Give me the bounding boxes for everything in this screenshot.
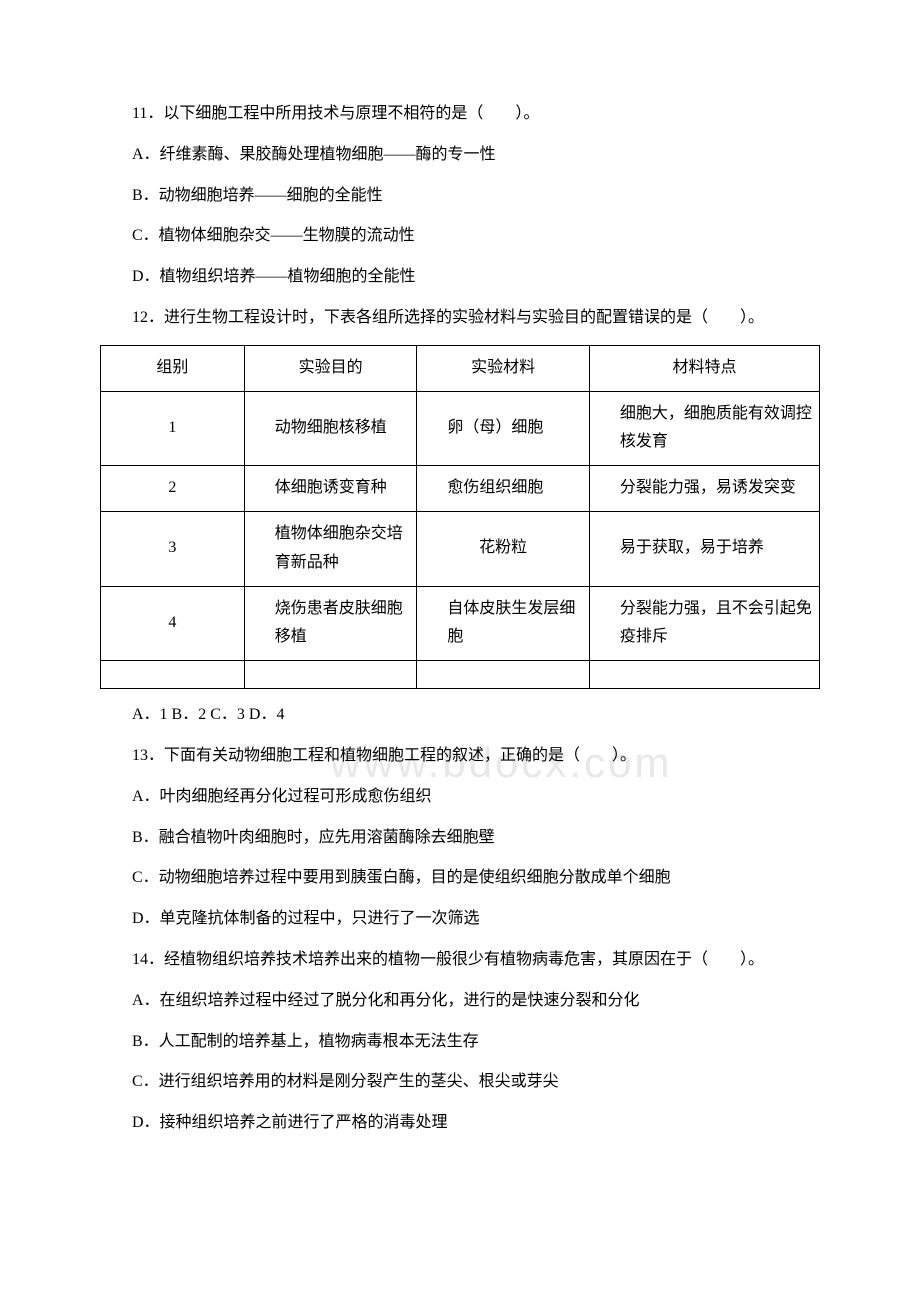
table-header-4: 材料特点 <box>589 345 819 391</box>
q11-stem: 11．以下细胞工程中所用技术与原理不相符的是（ ）。 <box>100 100 820 129</box>
table-row: 3 植物体细胞杂交培育新品种 花粉粒 易于获取，易于培养 <box>101 511 820 586</box>
q11-option-b: B．动物细胞培养——细胞的全能性 <box>100 182 820 211</box>
table-row: 1 动物细胞核移植 卵（母）细胞 细胞大，细胞质能有效调控核发育 <box>101 391 820 466</box>
q13-stem: 13．下面有关动物细胞工程和植物细胞工程的叙述，正确的是（ ）。 <box>100 742 820 771</box>
table-header-row: 组别 实验目的 实验材料 材料特点 <box>101 345 820 391</box>
q14-stem: 14．经植物组织培养技术培养出来的植物一般很少有植物病毒危害，其原因在于（ ）。 <box>100 946 820 975</box>
table-cell: 细胞大，细胞质能有效调控核发育 <box>589 391 819 466</box>
table-cell: 花粉粒 <box>417 511 590 586</box>
q14-option-a: A．在组织培养过程中经过了脱分化和再分化，进行的是快速分裂和分化 <box>100 987 820 1016</box>
table-header-2: 实验目的 <box>244 345 417 391</box>
table-cell: 3 <box>101 511 245 586</box>
q13-option-a: A．叶肉细胞经再分化过程可形成愈伤组织 <box>100 783 820 812</box>
table-cell: 1 <box>101 391 245 466</box>
table-cell: 易于获取，易于培养 <box>589 511 819 586</box>
table-cell: 愈伤组织细胞 <box>417 466 590 512</box>
table-empty-row <box>101 661 820 689</box>
table-cell-empty <box>244 661 417 689</box>
q12-options: A．1 B．2 C．3 D．4 <box>100 701 820 730</box>
table-cell-empty <box>417 661 590 689</box>
table-cell: 动物细胞核移植 <box>244 391 417 466</box>
q14-option-b: B．人工配制的培养基上，植物病毒根本无法生存 <box>100 1028 820 1057</box>
q11-option-c: C．植物体细胞杂交——生物膜的流动性 <box>100 222 820 251</box>
q14-option-c: C．进行组织培养用的材料是刚分裂产生的茎尖、根尖或芽尖 <box>100 1068 820 1097</box>
table-cell: 烧伤患者皮肤细胞移植 <box>244 586 417 661</box>
table-cell: 卵（母）细胞 <box>417 391 590 466</box>
q14-stem-text: 14．经植物组织培养技术培养出来的植物一般很少有植物病毒危害，其原因在于（ ）。 <box>132 951 764 968</box>
table-cell: 分裂能力强，易诱发突变 <box>589 466 819 512</box>
table-cell: 自体皮肤生发层细胞 <box>417 586 590 661</box>
table-cell-empty <box>589 661 819 689</box>
q11-option-d: D．植物组织培养——植物细胞的全能性 <box>100 263 820 292</box>
q13-option-c: C．动物细胞培养过程中要用到胰蛋白酶，目的是使组织细胞分散成单个细胞 <box>100 864 820 893</box>
table-cell: 体细胞诱变育种 <box>244 466 417 512</box>
q12-stem: 12．进行生物工程设计时，下表各组所选择的实验材料与实验目的配置错误的是（ ）。 <box>100 304 820 333</box>
table-cell-empty <box>101 661 245 689</box>
q12-stem-text: 12．进行生物工程设计时，下表各组所选择的实验材料与实验目的配置错误的是（ ）。 <box>132 309 764 326</box>
q11-option-a: A．纤维素酶、果胶酶处理植物细胞——酶的专一性 <box>100 141 820 170</box>
q13-option-d: D．单克隆抗体制备的过程中，只进行了一次筛选 <box>100 905 820 934</box>
table-cell: 分裂能力强，且不会引起免疫排斥 <box>589 586 819 661</box>
q13-option-b: B．融合植物叶肉细胞时，应先用溶菌酶除去细胞壁 <box>100 824 820 853</box>
table-row: 4 烧伤患者皮肤细胞移植 自体皮肤生发层细胞 分裂能力强，且不会引起免疫排斥 <box>101 586 820 661</box>
table-cell: 2 <box>101 466 245 512</box>
table-header-1: 组别 <box>101 345 245 391</box>
table-header-3: 实验材料 <box>417 345 590 391</box>
q12-table: 组别 实验目的 实验材料 材料特点 1 动物细胞核移植 卵（母）细胞 细胞大，细… <box>100 345 820 689</box>
q14-option-d: D．接种组织培养之前进行了严格的消毒处理 <box>100 1109 820 1138</box>
table-row: 2 体细胞诱变育种 愈伤组织细胞 分裂能力强，易诱发突变 <box>101 466 820 512</box>
table-cell: 4 <box>101 586 245 661</box>
table-cell: 植物体细胞杂交培育新品种 <box>244 511 417 586</box>
